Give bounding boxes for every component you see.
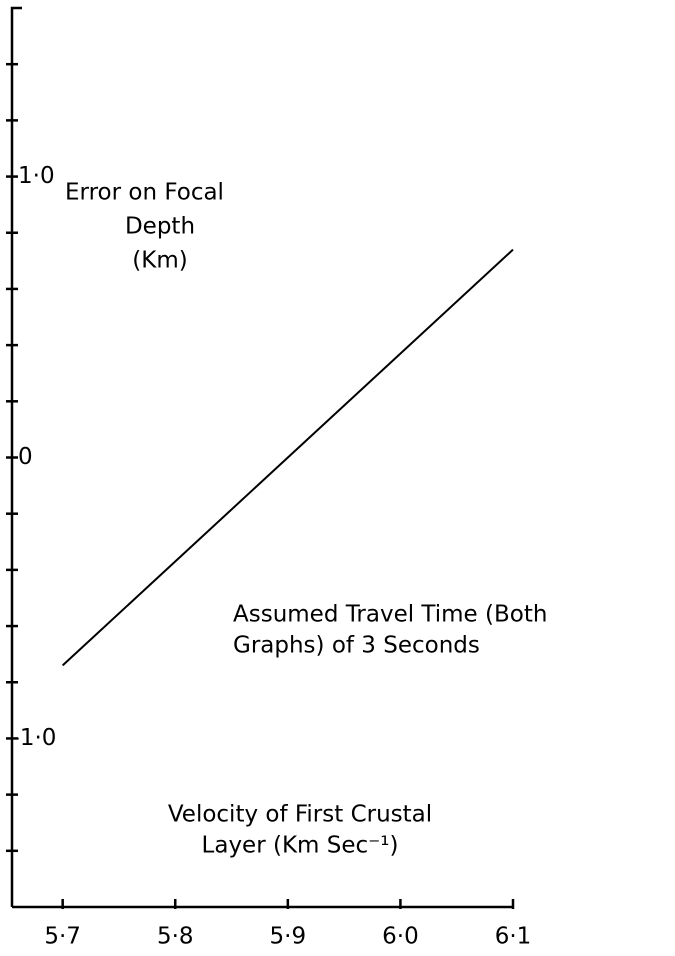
x-tick-label: 5·8 (157, 924, 194, 950)
x-tick-label: 5·9 (270, 924, 307, 950)
y-tick-label: -1·0 (12, 725, 57, 751)
x-tick-label: 6·0 (382, 924, 419, 950)
x-tick-label: 5·7 (44, 924, 81, 950)
x-axis-label: Layer (Km Sec⁻¹) (202, 833, 399, 859)
y-axis-label: (Km) (132, 248, 187, 274)
x-tick-label: 6·1 (495, 924, 532, 950)
annotation: Assumed Travel Time (Both (233, 602, 547, 628)
y-axis-label: Depth (125, 214, 195, 240)
y-tick-label: 0 (18, 444, 33, 470)
annotation: Graphs) of 3 Seconds (233, 633, 480, 659)
x-axis-label: Velocity of First Crustal (168, 802, 432, 828)
data-line (61, 248, 514, 667)
y-axis (10, 6, 22, 907)
y-tick-label: 1·0 (18, 163, 55, 189)
y-axis-label: Error on Focal (65, 180, 224, 206)
